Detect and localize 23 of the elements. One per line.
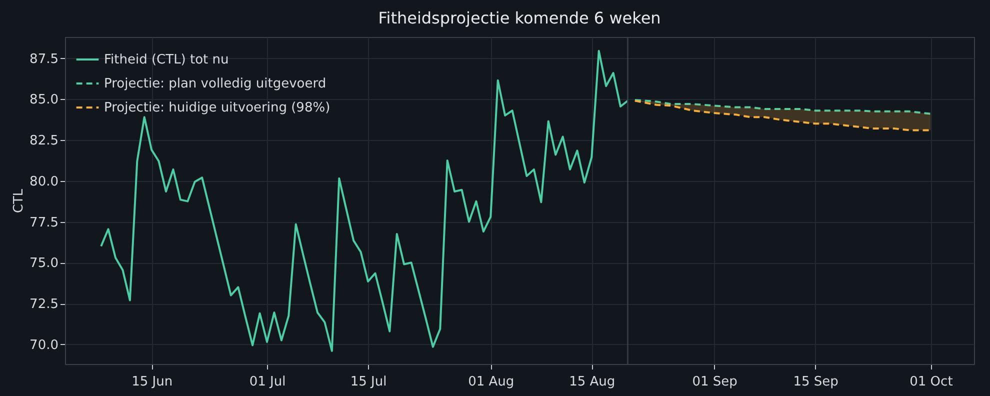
y-tick-label: 77.5 (30, 215, 58, 230)
x-tick-label: 01 Oct (910, 374, 953, 390)
x-tick-label: 15 Jul (350, 374, 387, 390)
chart-title: Fitheidsprojectie komende 6 weken (378, 8, 661, 28)
x-tick-label: 15 Jun (132, 374, 173, 390)
legend-label: Fitheid (CTL) tot nu (104, 52, 229, 68)
line-series (100, 50, 629, 352)
line-series (634, 98, 932, 115)
y-tick-label: 85.0 (30, 92, 58, 108)
x-tick-label: 01 Sep (692, 374, 738, 390)
y-tick-label: 87.5 (30, 52, 58, 67)
y-tick-label: 80.0 (30, 174, 58, 190)
x-tick-label: 01 Aug (468, 374, 514, 390)
y-tick-label: 75.0 (30, 256, 58, 272)
x-tick-label: 15 Aug (569, 374, 616, 390)
x-tick-label: 15 Sep (793, 374, 838, 390)
y-tick-label: 72.5 (30, 297, 58, 312)
legend-label: Projectie: huidige uitvoering (98%) (104, 100, 330, 116)
x-tick-label: 01 Jul (249, 374, 286, 390)
legend-label: Projectie: plan volledig uitgevoerd (104, 76, 326, 92)
y-tick-label: 82.5 (30, 134, 58, 149)
y-tick-label: 70.0 (30, 338, 58, 353)
y-axis-title: CTL (12, 188, 27, 214)
